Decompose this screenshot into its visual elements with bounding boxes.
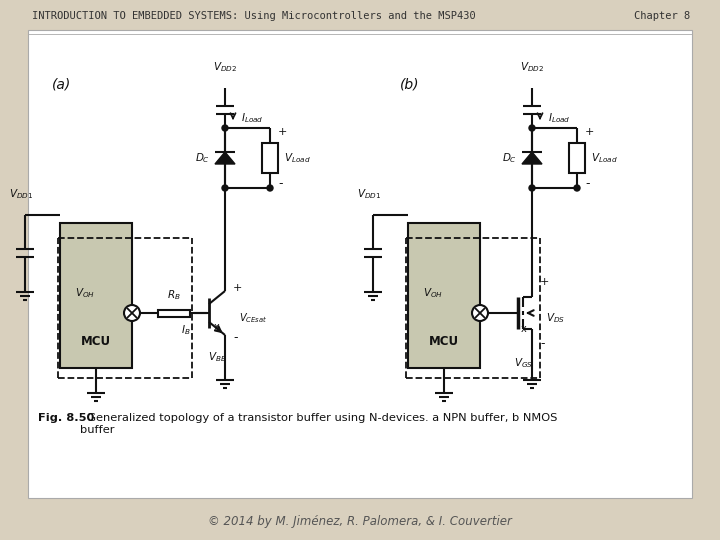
Text: $V_{DD2}$: $V_{DD2}$ xyxy=(213,60,237,74)
Circle shape xyxy=(529,185,535,191)
Text: +: + xyxy=(585,127,595,137)
Text: +: + xyxy=(233,283,243,293)
Text: +: + xyxy=(540,277,549,287)
Text: $V_{Load}$: $V_{Load}$ xyxy=(284,151,310,165)
Text: $V_{OH}$: $V_{OH}$ xyxy=(75,286,95,300)
Text: -: - xyxy=(585,178,590,191)
Text: $V_{DD2}$: $V_{DD2}$ xyxy=(520,60,544,74)
Text: x: x xyxy=(521,324,527,334)
Circle shape xyxy=(124,305,140,321)
Text: -: - xyxy=(540,338,544,350)
Text: © 2014 by M. Jiménez, R. Palomera, & I. Couvertier: © 2014 by M. Jiménez, R. Palomera, & I. … xyxy=(208,516,512,529)
Text: $V_{OH}$: $V_{OH}$ xyxy=(423,286,444,300)
Bar xyxy=(28,30,692,498)
Text: $R_B$: $R_B$ xyxy=(166,288,181,302)
Text: Generalized topology of a transistor buffer using N-devices. a NPN buffer, b NMO: Generalized topology of a transistor buf… xyxy=(80,413,557,435)
Text: (a): (a) xyxy=(52,77,71,91)
Text: $V_{DD1}$: $V_{DD1}$ xyxy=(357,187,381,201)
Text: Fig. 8.50: Fig. 8.50 xyxy=(38,413,94,423)
Bar xyxy=(569,143,585,173)
Text: $I_{Load}$: $I_{Load}$ xyxy=(548,111,571,125)
Circle shape xyxy=(529,125,535,131)
Text: $I_B$: $I_B$ xyxy=(181,323,190,337)
Text: $V_{CEsat}$: $V_{CEsat}$ xyxy=(239,311,267,325)
Circle shape xyxy=(574,185,580,191)
Text: $V_{DD1}$: $V_{DD1}$ xyxy=(9,187,33,201)
Text: $V_{DS}$: $V_{DS}$ xyxy=(546,311,565,325)
Bar xyxy=(158,309,189,316)
Polygon shape xyxy=(522,152,542,164)
Polygon shape xyxy=(215,152,235,164)
Circle shape xyxy=(222,185,228,191)
Text: INTRODUCTION TO EMBEDDED SYSTEMS: Using Microcontrollers and the MSP430: INTRODUCTION TO EMBEDDED SYSTEMS: Using … xyxy=(32,11,476,21)
Bar xyxy=(408,223,480,368)
Text: -: - xyxy=(278,178,282,191)
Bar xyxy=(60,223,132,368)
Text: (b): (b) xyxy=(400,77,420,91)
Text: x: x xyxy=(214,322,220,332)
Text: $D_C$: $D_C$ xyxy=(196,151,210,165)
Text: $D_C$: $D_C$ xyxy=(503,151,518,165)
Text: Chapter 8: Chapter 8 xyxy=(634,11,690,21)
Text: $V_{Load}$: $V_{Load}$ xyxy=(591,151,618,165)
Text: $V_{BE}$: $V_{BE}$ xyxy=(207,350,226,364)
Circle shape xyxy=(472,305,488,321)
Text: -: - xyxy=(233,332,238,345)
Circle shape xyxy=(222,125,228,131)
Text: +: + xyxy=(278,127,287,137)
Text: MCU: MCU xyxy=(81,335,111,348)
Circle shape xyxy=(267,185,273,191)
Bar xyxy=(262,143,278,173)
Text: $V_{GS}$: $V_{GS}$ xyxy=(515,356,534,370)
Text: $I_{Load}$: $I_{Load}$ xyxy=(241,111,264,125)
Text: MCU: MCU xyxy=(429,335,459,348)
